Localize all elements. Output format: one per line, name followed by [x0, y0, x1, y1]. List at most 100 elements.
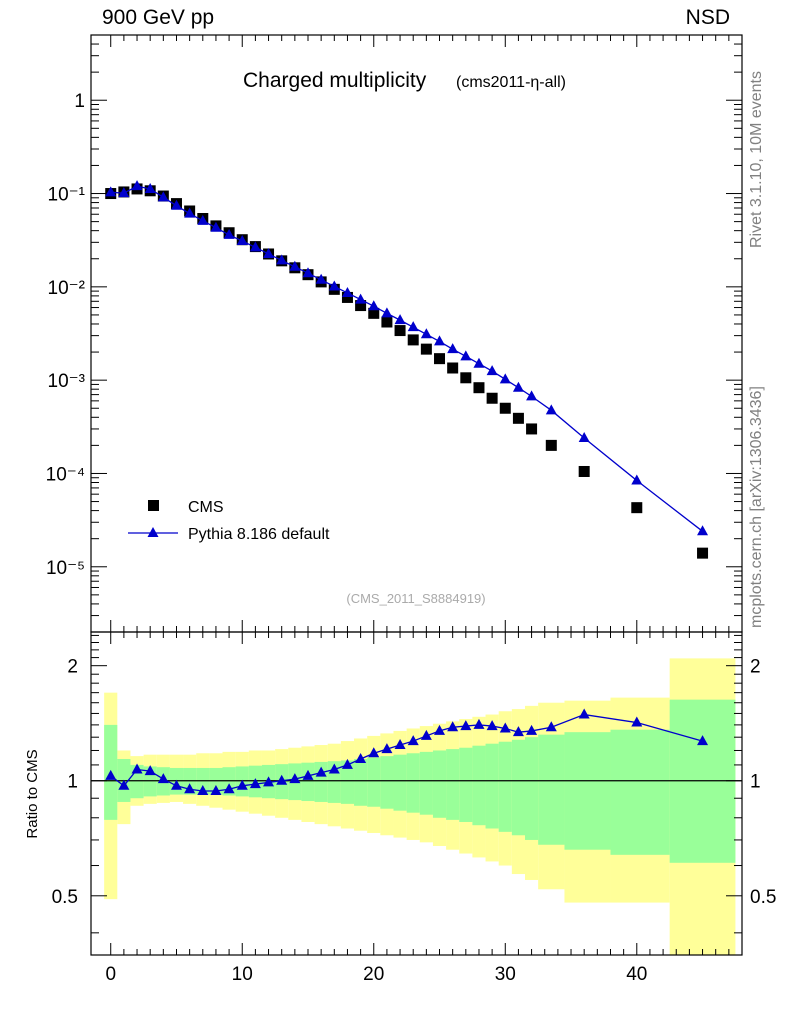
band-inner [538, 734, 565, 845]
pythia-point [302, 267, 314, 278]
ratio-y-tick-label: 0.5 [52, 887, 78, 908]
band-inner [301, 762, 315, 802]
ratio-pythia-point [328, 763, 340, 774]
legend-pythia-marker [147, 527, 159, 537]
header-left-label: 900 GeV pp [102, 6, 215, 29]
pythia-point [131, 180, 143, 191]
ratio-pythia-point [289, 773, 301, 784]
ratio-pythia-point [526, 724, 538, 735]
band-inner [446, 749, 460, 820]
band-inner [485, 743, 499, 829]
x-tick-label: 10 [232, 964, 253, 985]
cms-point [631, 502, 643, 514]
band-inner [525, 737, 539, 840]
pythia-point [368, 300, 380, 311]
ratio-pythia-point [184, 783, 196, 794]
y-tick-label: 10⁻² [48, 278, 86, 299]
pythia-point [328, 280, 340, 291]
band-inner [380, 756, 394, 809]
legend-cms-label: CMS [188, 499, 224, 516]
ratio-pythia-point [144, 765, 156, 776]
pythia-point [631, 474, 643, 485]
cms-point [341, 291, 353, 303]
ratio-pythia-point [210, 785, 222, 796]
cms-point [368, 307, 380, 319]
band-inner [340, 760, 355, 804]
cms-point [355, 300, 367, 312]
ratio-pythia-point [355, 752, 367, 763]
pythia-point [355, 293, 367, 304]
ratio-y-tick-label: 2 [67, 657, 78, 678]
pythia-line [110, 185, 703, 532]
ratio-y-tick-label-right: 0.5 [750, 887, 776, 908]
y-tick-label: 10⁻⁵ [46, 558, 85, 579]
x-tick-label: 30 [495, 964, 516, 985]
ratio-pythia-point [486, 720, 498, 731]
ratio-pythia-point [447, 721, 459, 732]
cms-point [394, 325, 406, 337]
ratio-plot-frame [90, 631, 743, 956]
ratio-pythia-point [697, 735, 709, 746]
pythia-point [276, 254, 288, 265]
pythia-point [341, 286, 353, 297]
legend-cms-marker [148, 500, 159, 511]
pythia-point [249, 241, 261, 252]
x-tick-label: 0 [105, 964, 116, 985]
ratio-pythia-point [407, 735, 419, 746]
ratio-pythia-point [276, 774, 288, 785]
ratio-y-tick-label-right: 1 [750, 772, 761, 793]
header-right-label: NSD [685, 6, 730, 29]
mcplots-label: mcplots.cern.ch [arXiv:1306.3436] [748, 386, 765, 628]
band-inner [498, 741, 512, 832]
ratio-pythia-point [341, 758, 353, 769]
ratio-pythia-point [118, 779, 130, 790]
pythia-point [170, 199, 182, 210]
cms-point [545, 439, 557, 451]
ratio-pythia-point [223, 783, 235, 794]
ratio-pythia-point [473, 718, 485, 729]
ratio-pythia-point [460, 720, 472, 731]
pythia-point [105, 186, 117, 197]
ratio-y-axis-label: Ratio to CMS [24, 749, 41, 838]
band-inner [610, 729, 670, 855]
cms-point [526, 423, 538, 435]
cms-point [434, 353, 446, 365]
ratio-pythia-point [131, 763, 143, 774]
y-tick-label: 10⁻⁴ [46, 464, 85, 485]
band-inner [432, 750, 447, 818]
x-tick-label: 20 [363, 964, 384, 985]
ratio-pythia-point [170, 779, 182, 790]
cms-point [512, 412, 524, 424]
ratio-pythia-point [578, 708, 590, 719]
pythia-point [697, 525, 709, 536]
band-inner [406, 753, 420, 813]
ratio-pythia-point [157, 773, 169, 784]
cms-point [486, 392, 498, 404]
cms-point [407, 334, 419, 346]
band-inner [354, 758, 368, 806]
ratio-pythia-point [434, 724, 446, 735]
pythia-point [223, 228, 235, 239]
band-inner [564, 732, 611, 850]
pythia-point [236, 234, 248, 245]
x-tick-label: 40 [626, 964, 647, 985]
data-series [105, 180, 709, 796]
band-inner [367, 757, 381, 807]
legend: CMS Pythia 8.186 default [128, 499, 330, 543]
ratio-pythia-point [302, 769, 314, 780]
band-inner [459, 747, 473, 822]
ratio-uncertainty-bands [91, 658, 742, 955]
pythia-point [263, 247, 275, 258]
ratio-pythia-point [236, 779, 248, 790]
y-tick-label: 10⁻¹ [48, 185, 86, 206]
cms-point [499, 402, 511, 414]
ratio-y-tick-label: 1 [67, 772, 78, 793]
pythia-point [447, 343, 459, 354]
axes-ticks: 0 10 20 30 40 1 10⁻¹ 10⁻² 10⁻³ 10⁻⁴ 10⁻⁵ 2 2 1 1 0.5 0.5 [46, 34, 776, 985]
pythia-point [381, 307, 393, 318]
ratio-y-tick-label-right: 2 [750, 657, 761, 678]
ratio-pythia-point [315, 766, 327, 777]
pythia-point [460, 350, 472, 361]
ratio-pythia-point [105, 769, 117, 780]
